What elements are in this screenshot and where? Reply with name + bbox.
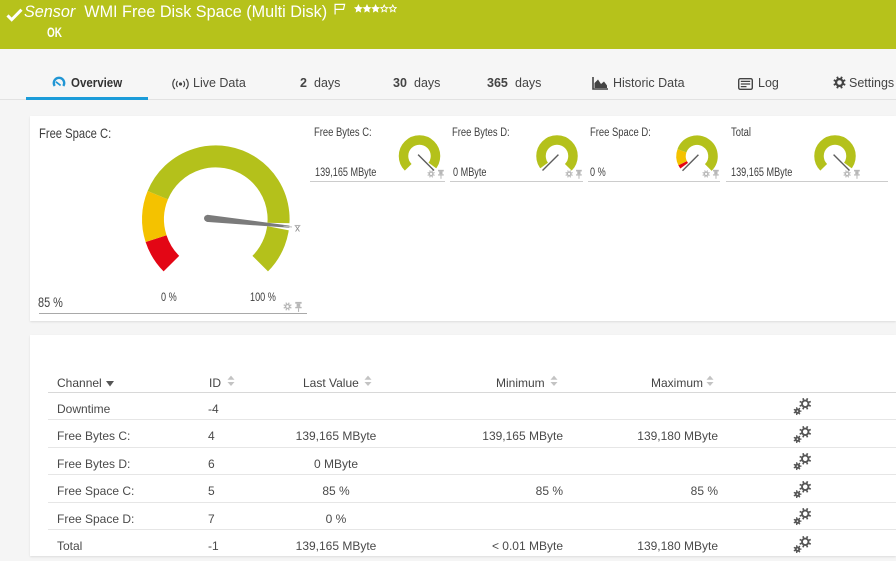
svg-text:x̅: x̅ — [294, 224, 300, 235]
